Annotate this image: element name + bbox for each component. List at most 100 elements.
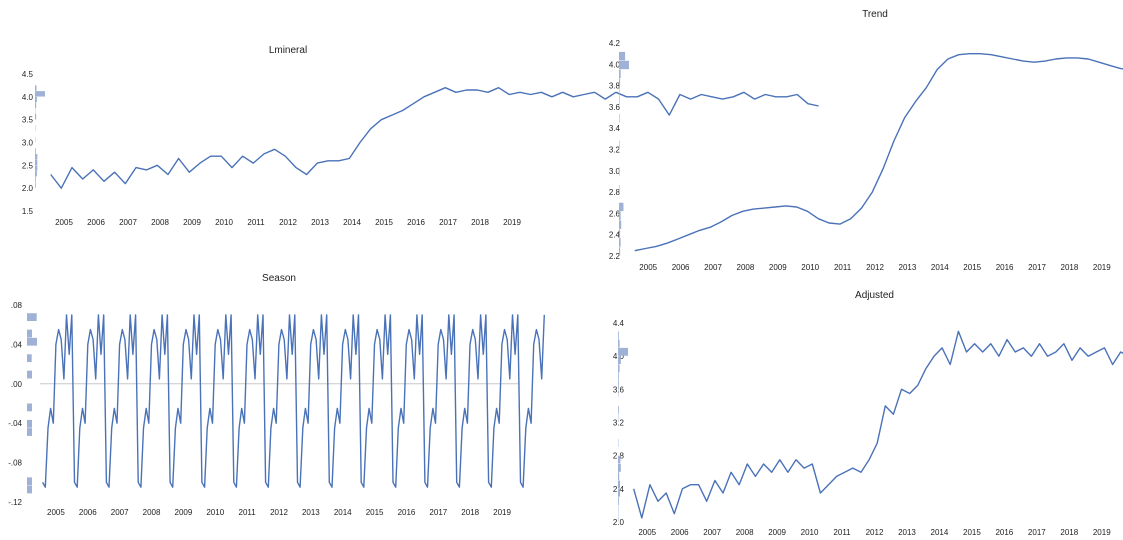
x-tick-label: 2012 xyxy=(866,263,884,272)
x-tick-label: 2019 xyxy=(493,508,511,517)
histogram-bar xyxy=(618,372,619,381)
x-tick-label: 2008 xyxy=(737,263,755,272)
x-tick-label: 2007 xyxy=(704,263,722,272)
histogram-bar xyxy=(35,91,45,97)
x-tick-label: 2015 xyxy=(963,528,981,537)
histogram-bar xyxy=(618,381,619,389)
x-tick-label: 2010 xyxy=(801,528,819,537)
x-tick-label: 2006 xyxy=(87,218,105,227)
histogram-bar xyxy=(35,148,36,154)
histogram-bar xyxy=(619,96,620,105)
histogram-bar xyxy=(35,159,38,166)
season-panel: Season .08 .04 .00 -.04 -.08 -.12 2005 2006 2007 2… xyxy=(8,273,545,517)
x-tick-label: 2011 xyxy=(833,528,851,537)
x-tick-label: 2007 xyxy=(111,508,129,517)
y-tick-label: 2.8 xyxy=(609,188,621,197)
x-tick-label: 2016 xyxy=(996,263,1014,272)
histogram-bar xyxy=(619,114,620,123)
y-tick-label: 3.0 xyxy=(609,167,621,176)
histogram-bar xyxy=(618,356,621,365)
adjusted-series-line xyxy=(633,330,1123,519)
histogram-bar xyxy=(618,331,619,340)
x-tick-label: 2014 xyxy=(931,528,949,537)
histogram-bar xyxy=(27,370,32,379)
y-tick-label: 2.6 xyxy=(609,209,621,218)
histogram-bar xyxy=(35,176,36,183)
histogram-bar xyxy=(619,78,621,87)
y-tick-label: 3.2 xyxy=(613,419,625,428)
x-tick-label: 2013 xyxy=(899,263,917,272)
x-tick-label: 2019 xyxy=(503,218,521,227)
histogram-bar xyxy=(35,182,36,188)
x-tick-label: 2014 xyxy=(931,263,949,272)
y-tick-label: -.08 xyxy=(8,459,22,468)
histogram-bar xyxy=(619,247,621,256)
x-tick-label: 2013 xyxy=(898,528,916,537)
x-tick-label: 2008 xyxy=(151,218,169,227)
x-tick-label: 2013 xyxy=(311,218,329,227)
season-title: Season xyxy=(262,273,296,284)
histogram-bar xyxy=(35,165,38,171)
y-tick-label: 3.2 xyxy=(609,146,621,155)
y-tick-label: 2.0 xyxy=(613,518,625,527)
histogram-bar xyxy=(619,69,621,79)
histogram-bar xyxy=(618,480,620,489)
x-tick-label: 2018 xyxy=(1060,528,1078,537)
histogram-bar xyxy=(35,113,37,120)
trend-series-line xyxy=(634,53,1123,252)
y-tick-label: -.12 xyxy=(8,498,22,507)
x-tick-label: 2005 xyxy=(55,218,73,227)
histogram-bar xyxy=(27,329,32,338)
histogram-bar xyxy=(618,455,621,464)
histogram-bar xyxy=(27,337,37,346)
x-tick-label: 2018 xyxy=(1061,263,1079,272)
y-tick-label: 4.0 xyxy=(22,93,34,102)
y-tick-label: 2.5 xyxy=(22,161,34,170)
x-tick-label: 2017 xyxy=(1028,528,1046,537)
histogram-bar xyxy=(618,347,628,356)
histogram-bar xyxy=(35,171,37,177)
histogram-bar xyxy=(619,202,624,212)
histogram-bar xyxy=(619,229,621,238)
x-tick-label: 2019 xyxy=(1093,263,1111,272)
x-tick-label: 2014 xyxy=(343,218,361,227)
x-tick-label: 2016 xyxy=(407,218,425,227)
histogram-bar xyxy=(27,428,32,436)
x-tick-label: 2010 xyxy=(206,508,224,517)
lmineral-series-line xyxy=(50,87,819,189)
x-tick-label: 2007 xyxy=(119,218,137,227)
y-tick-label: .04 xyxy=(11,340,23,349)
histogram-bar xyxy=(619,167,620,176)
y-tick-label: -.04 xyxy=(8,419,22,428)
x-tick-label: 2010 xyxy=(801,263,819,272)
histogram-bar xyxy=(619,220,622,229)
y-tick-label: 3.6 xyxy=(609,103,621,112)
lmineral-title: Lmineral xyxy=(269,45,307,56)
x-tick-label: 2011 xyxy=(247,218,265,227)
histogram-bar xyxy=(619,51,626,61)
x-tick-label: 2018 xyxy=(471,218,489,227)
y-tick-label: 4.2 xyxy=(609,39,621,48)
y-tick-label: 3.0 xyxy=(22,139,34,148)
x-tick-label: 2015 xyxy=(375,218,393,227)
x-tick-label: 2013 xyxy=(302,508,320,517)
histogram-bar xyxy=(27,477,32,486)
histogram-bar xyxy=(27,403,32,412)
y-tick-label: 2.2 xyxy=(609,252,621,261)
x-tick-label: 2005 xyxy=(638,528,656,537)
histogram-bar xyxy=(618,463,621,472)
x-tick-label: 2011 xyxy=(239,508,257,517)
histogram-bar xyxy=(35,85,37,91)
x-tick-label: 2007 xyxy=(703,528,721,537)
histogram-bar xyxy=(35,153,38,160)
histogram-bar xyxy=(619,87,620,96)
y-tick-label: .00 xyxy=(11,380,23,389)
histogram-bar xyxy=(618,488,620,497)
x-tick-label: 2015 xyxy=(366,508,384,517)
histogram-bar xyxy=(619,211,621,221)
x-tick-label: 2005 xyxy=(47,508,65,517)
y-tick-label: 4.4 xyxy=(613,319,625,328)
x-tick-label: 2006 xyxy=(79,508,97,517)
x-tick-label: 2012 xyxy=(270,508,288,517)
